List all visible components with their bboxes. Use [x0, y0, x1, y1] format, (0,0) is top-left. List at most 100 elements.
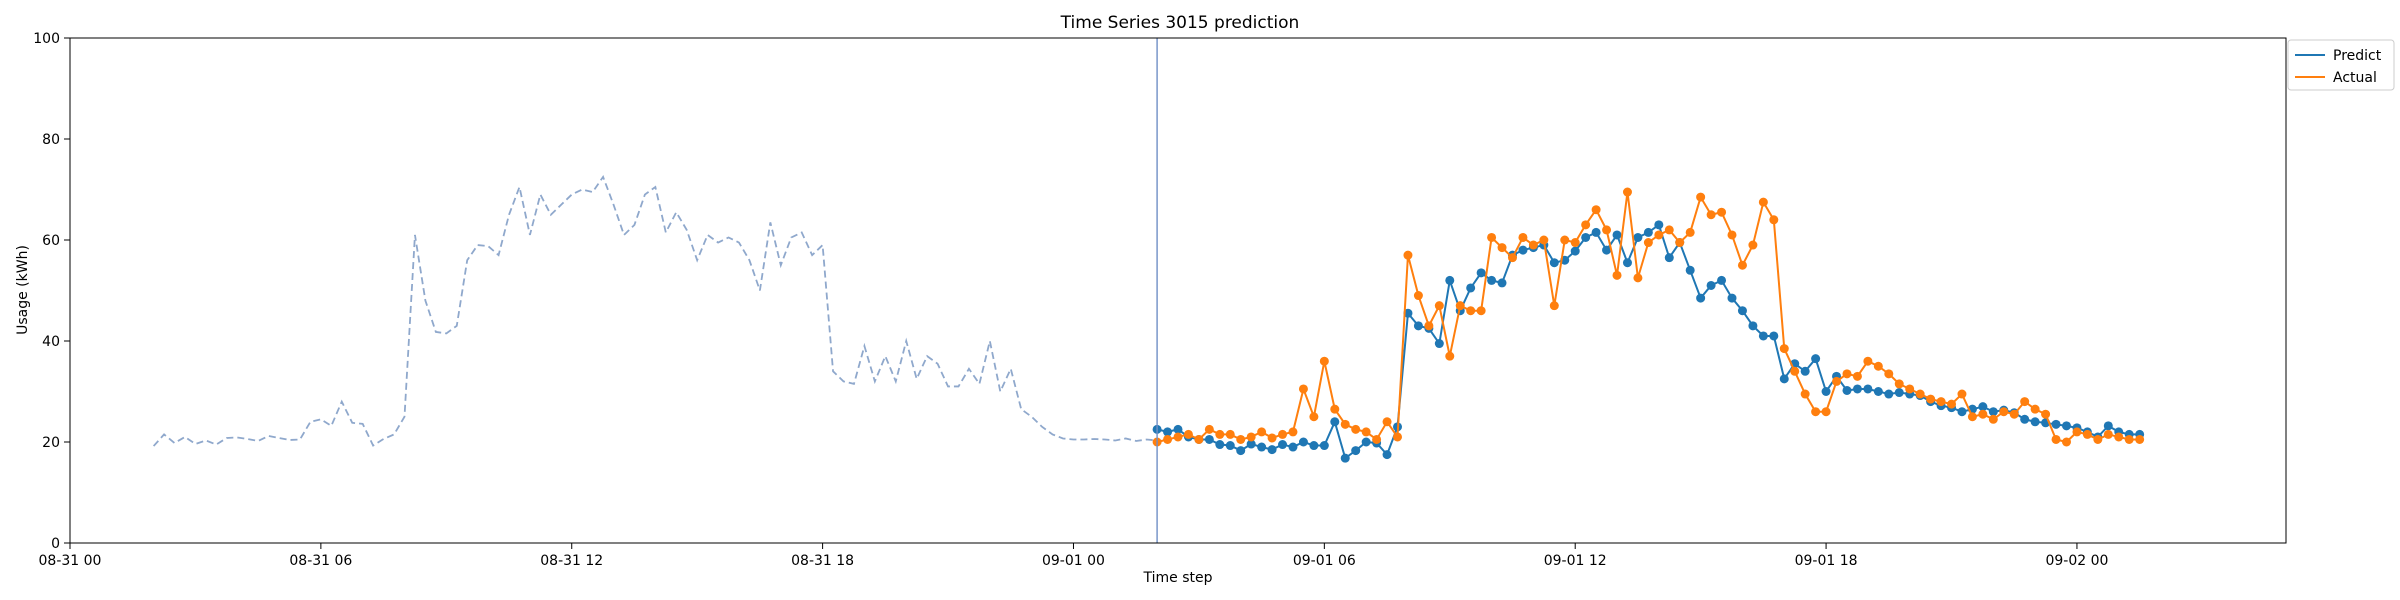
point-actual	[1643, 238, 1653, 248]
point-actual	[2020, 397, 2030, 407]
y-tick-label: 60	[42, 233, 60, 249]
point-actual	[1319, 356, 1329, 366]
point-predict	[1466, 283, 1476, 293]
point-predict	[1622, 258, 1632, 268]
point-actual	[1194, 434, 1204, 444]
point-actual	[1539, 235, 1549, 245]
point-actual	[1863, 356, 1873, 366]
point-actual	[1884, 369, 1894, 379]
point-predict	[1748, 321, 1758, 331]
point-predict	[1685, 265, 1695, 275]
point-actual	[2072, 427, 2082, 437]
point-actual	[1413, 291, 1423, 301]
point-actual	[1424, 321, 1434, 331]
point-actual	[1434, 301, 1444, 311]
point-predict	[1497, 278, 1507, 288]
point-actual	[1748, 240, 1758, 250]
point-actual	[1978, 409, 1988, 419]
point-predict	[1779, 374, 1789, 384]
point-actual	[1612, 270, 1622, 280]
point-actual	[1549, 301, 1559, 311]
series-actual	[1152, 187, 2145, 447]
point-actual	[1654, 230, 1664, 240]
point-actual	[1957, 389, 1967, 399]
point-actual	[2124, 434, 2134, 444]
point-predict	[1413, 321, 1423, 331]
point-predict	[1643, 227, 1653, 237]
point-actual	[1528, 240, 1538, 250]
point-actual	[1225, 429, 1235, 439]
point-predict	[1696, 293, 1706, 303]
y-tick-label: 0	[51, 536, 60, 552]
point-predict	[1434, 339, 1444, 349]
point-actual	[1393, 432, 1403, 442]
point-predict	[1988, 407, 1998, 417]
point-actual	[1581, 220, 1591, 230]
point-actual	[1790, 366, 1800, 376]
point-predict	[1330, 417, 1340, 427]
point-predict	[1340, 453, 1350, 463]
point-actual	[1633, 273, 1643, 283]
point-actual	[1873, 361, 1883, 371]
point-actual	[1936, 397, 1946, 407]
point-predict	[1811, 354, 1821, 364]
point-actual	[1361, 427, 1371, 437]
point-actual	[1466, 306, 1476, 316]
legend: Predict Actual	[2287, 39, 2395, 91]
point-actual	[1821, 407, 1831, 417]
point-predict	[1351, 446, 1361, 456]
point-actual	[1685, 227, 1695, 237]
point-predict	[1267, 445, 1277, 455]
point-predict	[1884, 389, 1894, 399]
point-actual	[1591, 205, 1601, 215]
point-predict	[2103, 421, 2113, 431]
point-actual	[2103, 429, 2113, 439]
point-actual	[2051, 434, 2061, 444]
point-actual	[1476, 306, 1486, 316]
point-actual	[1330, 404, 1340, 414]
x-tick-label: 08-31 06	[289, 553, 352, 569]
point-predict	[1288, 442, 1298, 452]
legend-label-actual: Actual	[2333, 70, 2377, 86]
point-actual	[1947, 399, 1957, 409]
point-actual	[1518, 232, 1528, 242]
point-actual	[1351, 424, 1361, 434]
point-actual	[1278, 429, 1288, 439]
x-tick-label: 09-02 00	[2045, 553, 2108, 569]
point-actual	[1288, 427, 1298, 437]
point-actual	[2030, 404, 2040, 414]
point-predict	[1309, 441, 1319, 451]
point-predict	[1204, 434, 1214, 444]
point-actual	[1163, 434, 1173, 444]
point-predict	[1298, 437, 1308, 447]
point-actual	[1173, 432, 1183, 442]
point-predict	[1361, 437, 1371, 447]
point-predict	[1612, 230, 1622, 240]
point-actual	[1507, 253, 1517, 263]
point-predict	[1706, 280, 1716, 290]
point-predict	[1257, 442, 1267, 452]
point-actual	[1257, 427, 1267, 437]
point-predict	[1800, 366, 1810, 376]
point-actual	[2114, 432, 2124, 442]
point-actual	[1183, 429, 1193, 439]
point-actual	[2061, 437, 2071, 447]
point-actual	[1915, 389, 1925, 399]
point-predict	[1173, 424, 1183, 434]
chart-title: Time Series 3015 prediction	[1060, 13, 1300, 33]
point-actual	[1267, 433, 1277, 443]
y-tick-label: 40	[42, 334, 60, 350]
point-actual	[1664, 225, 1674, 235]
point-predict	[1863, 384, 1873, 394]
point-predict	[1654, 220, 1664, 230]
point-predict	[1476, 268, 1486, 278]
point-actual	[1852, 371, 1862, 381]
point-actual	[1497, 243, 1507, 253]
plot-frame	[69, 37, 2287, 544]
point-predict	[2061, 421, 2071, 431]
point-actual	[1706, 210, 1716, 220]
plot-area	[70, 38, 2286, 543]
point-predict	[2020, 414, 2030, 424]
point-predict	[1215, 440, 1225, 450]
